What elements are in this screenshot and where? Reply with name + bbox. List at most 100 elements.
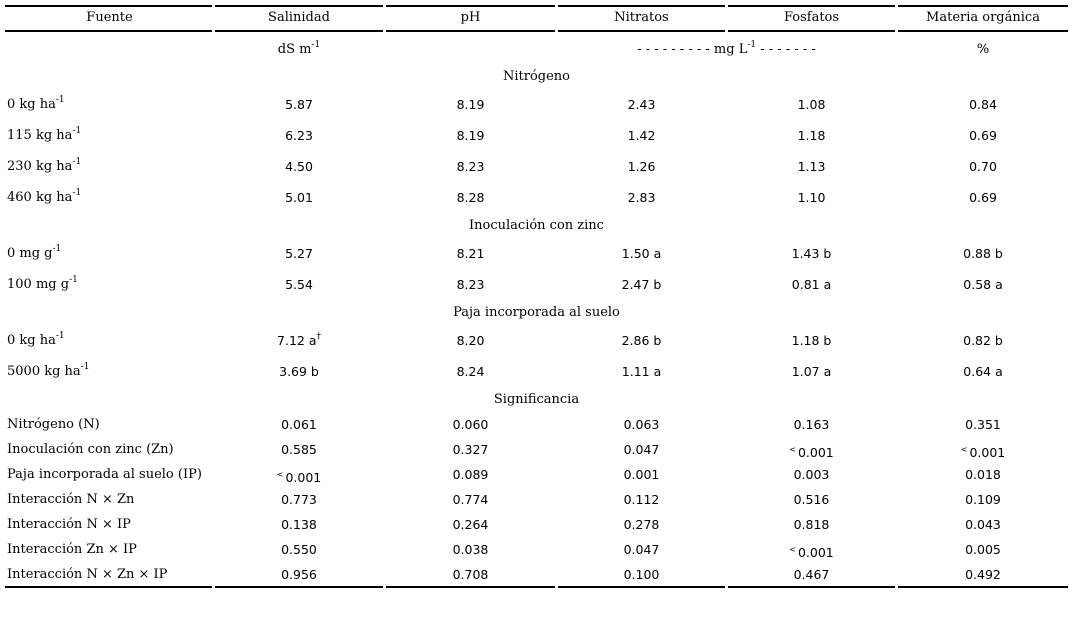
dagger-footnote-mark: † <box>316 332 321 342</box>
table-cell: 5.54 <box>215 275 383 295</box>
table-rule <box>898 30 1068 32</box>
cell-value: 0.70 <box>969 159 997 174</box>
table-rule <box>728 5 895 7</box>
cell-value: 0.84 <box>969 97 997 112</box>
table-cell: 0.061 <box>215 415 383 435</box>
table-cell: 0.88 b <box>898 244 1068 264</box>
table-cell: 8.23 <box>386 157 555 177</box>
table-cell: 2.43 <box>558 95 725 115</box>
row-label: 0 mg g-1 <box>7 244 212 264</box>
row-label-exp: -1 <box>72 157 82 167</box>
table-cell: <0.001 <box>215 465 383 485</box>
header-materia-organica: Materia orgánica <box>926 10 1040 25</box>
table-cell: 0.585 <box>215 440 383 460</box>
cell-value: 0.038 <box>452 542 489 557</box>
table-cell: 0.005 <box>898 540 1068 560</box>
table-cell: 0.089 <box>386 465 555 485</box>
header-salinidad: Salinidad <box>268 10 330 25</box>
cell-value: 0.774 <box>452 492 489 507</box>
cell-value: 8.19 <box>456 128 485 143</box>
table-rule <box>215 30 383 32</box>
cell-value: 8.20 <box>456 333 485 348</box>
cell-value: 0.043 <box>965 517 1001 532</box>
table-cell: 8.21 <box>386 244 555 264</box>
cell-value: 0.060 <box>452 417 489 432</box>
table-cell: 0.82 b <box>898 331 1068 351</box>
cell-value: 0.550 <box>281 542 317 557</box>
cell-value: 0.818 <box>793 517 830 532</box>
row-label-exp: -1 <box>55 95 65 105</box>
cell-value: 0.089 <box>452 467 489 482</box>
unit-mg-left: - - - - - - - - - mg L <box>637 42 748 57</box>
cell-value: 0.018 <box>965 467 1001 482</box>
row-label-text: 5000 kg ha <box>7 364 81 379</box>
table-rule <box>558 30 725 32</box>
less-than-mark: < <box>789 445 796 454</box>
table-row: Interacción Zn × IP 0.550 0.038 0.047 <0.001… <box>0 540 1073 560</box>
row-label-text: 115 kg ha <box>7 128 73 143</box>
cell-value: 0.264 <box>452 517 489 532</box>
table-cell: 1.10 <box>728 188 895 208</box>
cell-value: 0.492 <box>965 567 1001 582</box>
cell-value: 2.83 <box>627 190 656 205</box>
table-cell: 1.42 <box>558 126 725 146</box>
row-label-exp: -1 <box>72 126 82 136</box>
table-cell: 8.23 <box>386 275 555 295</box>
row-label-text: Paja incorporada al suelo (IP) <box>7 467 202 482</box>
table-cell: 1.43 b <box>728 244 895 264</box>
cell-value: 1.42 <box>627 128 656 143</box>
table-cell: 8.24 <box>386 362 555 382</box>
table-cell: 0.69 <box>898 126 1068 146</box>
unit-salinidad-base: dS m <box>277 42 312 57</box>
row-label-text: 0 kg ha <box>7 97 56 112</box>
row-label-exp: -1 <box>69 275 78 285</box>
less-than-mark: < <box>276 470 284 479</box>
cell-value: 5.87 <box>285 97 313 112</box>
cell-value: 0.001 <box>969 445 1006 460</box>
table-cell: 0.109 <box>898 490 1068 510</box>
cell-value: 1.26 <box>627 159 656 174</box>
header-ph: pH <box>460 10 481 25</box>
table-row: 0 mg g-1 5.27 8.21 1.50 a 1.43 b 0.88 b <box>0 244 1073 264</box>
row-label: Interacción N × Zn × IP <box>7 565 212 585</box>
table-row: 100 mg g-1 5.54 8.23 2.47 b 0.81 a 0.58 a <box>0 275 1073 295</box>
unit-mg-exp: -1 <box>747 40 757 50</box>
table-cell: 2.83 <box>558 188 725 208</box>
row-label: 115 kg ha-1 <box>7 126 212 146</box>
table-row: Inoculación con zinc (Zn) 0.585 0.327 0.047… <box>0 440 1073 460</box>
unit-materia: % <box>976 42 990 57</box>
cell-value: 8.23 <box>456 277 485 292</box>
section-paja: Paja incorporada al suelo <box>453 305 620 320</box>
table-cell: 0.063 <box>558 415 725 435</box>
row-label-exp: -1 <box>80 362 90 372</box>
table-cell: 4.50 <box>215 157 383 177</box>
table-rule <box>386 5 555 7</box>
cell-value: 0.82 b <box>963 333 1003 348</box>
table-cell: 5.27 <box>215 244 383 264</box>
header-fuente: Fuente <box>86 10 133 25</box>
table-cell: 0.278 <box>558 515 725 535</box>
cell-value: 0.063 <box>623 417 660 432</box>
cell-value: 0.112 <box>623 492 660 507</box>
table-rule <box>728 30 895 32</box>
table-cell: 0.516 <box>728 490 895 510</box>
cell-value: 0.001 <box>797 445 834 460</box>
row-label: Interacción N × Zn <box>7 490 212 510</box>
row-label-text: Nitrógeno (N) <box>7 417 100 432</box>
table-cell: 0.100 <box>558 565 725 585</box>
cell-value: 0.773 <box>281 492 317 507</box>
cell-value: 1.13 <box>797 159 826 174</box>
cell-value: 0.69 <box>969 190 997 205</box>
table-cell: 0.81 a <box>728 275 895 295</box>
cell-value: 0.956 <box>281 567 317 582</box>
less-than-mark: < <box>960 445 968 454</box>
cell-value: 0.109 <box>965 492 1001 507</box>
table-cell: 1.50 a <box>558 244 725 264</box>
table-cell: 0.001 <box>558 465 725 485</box>
table-cell: 0.708 <box>386 565 555 585</box>
table-rule <box>728 586 895 588</box>
row-label-text: 100 mg g <box>7 277 70 292</box>
row-label-exp: -1 <box>55 331 65 341</box>
row-label-text: 0 mg g <box>7 246 53 261</box>
table-row: Nitrógeno (N) 0.061 0.060 0.063 0.163 0.351 <box>0 415 1073 435</box>
